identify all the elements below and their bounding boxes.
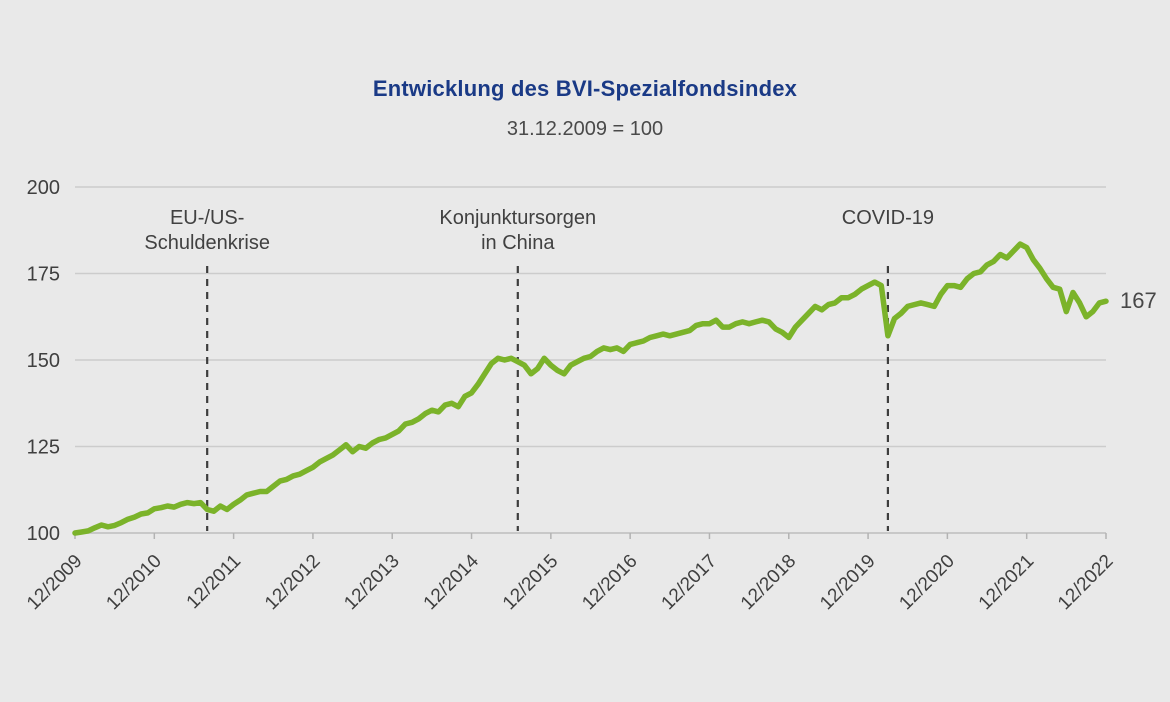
x-tick-label: 12/2012 [261,551,324,614]
x-tick-label: 12/2016 [578,551,641,614]
x-tick-label: 12/2010 [102,551,165,614]
y-tick-label: 200 [27,177,60,199]
end-value-label: 167 [1120,288,1157,313]
y-tick-label: 150 [27,350,60,372]
y-tick-label: 125 [27,437,60,459]
x-tick-label: 12/2018 [737,551,800,614]
x-tick-label: 12/2015 [499,551,562,614]
index-line [72,241,1109,536]
x-tick-label: 12/2011 [183,551,245,613]
chart-subtitle: 31.12.2009 = 100 [506,118,664,140]
y-tick-label: 100 [27,523,60,545]
x-tick-label: 12/2022 [1054,551,1117,614]
y-tick-label: 175 [27,264,60,286]
x-tick-label: 12/2020 [896,551,959,614]
x-tick-label: 12/2009 [23,551,86,614]
x-tick-label: 12/2019 [816,551,879,614]
x-tick-label: 12/2017 [658,551,721,614]
x-tick-label: 12/2021 [975,551,1038,614]
chart-title: Entwicklung des BVI-Spezialfondsindex [372,76,798,101]
x-tick-label: 12/2014 [420,550,484,614]
x-tick-label: 12/2013 [340,551,403,614]
